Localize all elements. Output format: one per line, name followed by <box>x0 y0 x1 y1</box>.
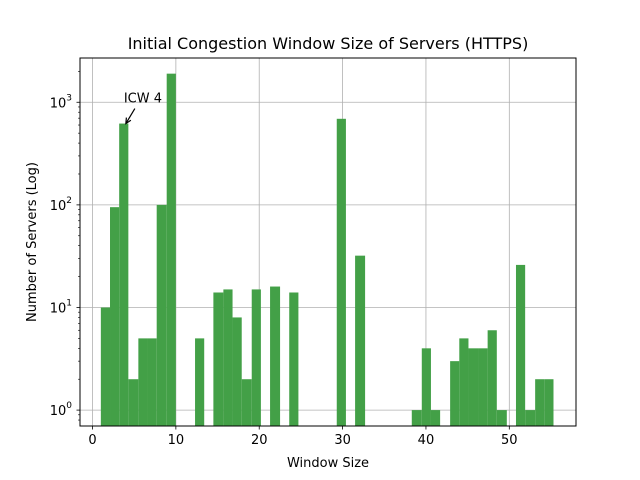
y-tick-label: 100 <box>50 401 73 419</box>
annotation-arrowhead <box>125 117 132 125</box>
x-tick-label: 30 <box>334 433 351 448</box>
histogram-bar <box>128 379 139 426</box>
histogram-bar <box>251 289 261 426</box>
histogram-bar <box>119 123 129 426</box>
y-axis-ticks: 100 101 102 103 <box>50 71 80 421</box>
x-axis-ticks: 0 10 20 30 40 50 <box>88 426 518 448</box>
histogram-bar <box>110 207 120 426</box>
histogram-bar <box>241 379 252 426</box>
histogram-bar <box>525 410 536 426</box>
histogram-bar <box>195 338 205 426</box>
histogram-bar <box>535 379 545 426</box>
histogram-bar <box>138 338 148 426</box>
histogram-bar <box>515 264 526 426</box>
histogram-bar <box>270 286 281 426</box>
histogram-bar <box>468 348 479 426</box>
x-tick-label: 10 <box>168 433 185 448</box>
histogram-bar <box>100 307 111 426</box>
y-tick-label: 102 <box>50 196 72 214</box>
histogram-bar <box>496 410 507 426</box>
histogram-bar <box>156 204 167 426</box>
histogram-bar <box>430 410 441 426</box>
x-tick-label: 20 <box>251 433 268 448</box>
x-axis-label: Window Size <box>287 456 369 471</box>
y-axis-label: Number of Servers (Log) <box>25 162 40 322</box>
y-tick-label: 101 <box>50 298 72 316</box>
chart-title: Initial Congestion Window Size of Server… <box>128 34 529 53</box>
plot-frame <box>79 57 577 427</box>
histogram-bar <box>289 292 299 426</box>
y-tick-label: 103 <box>50 93 72 111</box>
annotation-label: ICW 4 <box>124 92 162 107</box>
x-tick-label: 0 <box>88 433 96 448</box>
histogram-bar <box>450 361 460 426</box>
histogram-bar <box>478 348 488 426</box>
histogram-bar <box>544 379 554 426</box>
histogram-bar <box>213 292 224 426</box>
histogram-bar <box>487 330 497 426</box>
histogram-bar <box>421 348 431 426</box>
histogram-bar <box>355 255 366 426</box>
histogram-bar <box>166 73 176 426</box>
annotation-arrow <box>125 108 136 124</box>
histogram-bar <box>411 410 422 426</box>
histogram-bar <box>147 338 157 426</box>
x-tick-label: 40 <box>418 433 435 448</box>
x-tick-label: 50 <box>501 433 518 448</box>
histogram-bar <box>223 289 233 426</box>
histogram-bar <box>336 118 346 427</box>
bars <box>100 73 554 427</box>
histogram-bar <box>232 317 242 426</box>
histogram-bar <box>459 338 469 426</box>
annotation: ICW 4 <box>124 92 162 125</box>
